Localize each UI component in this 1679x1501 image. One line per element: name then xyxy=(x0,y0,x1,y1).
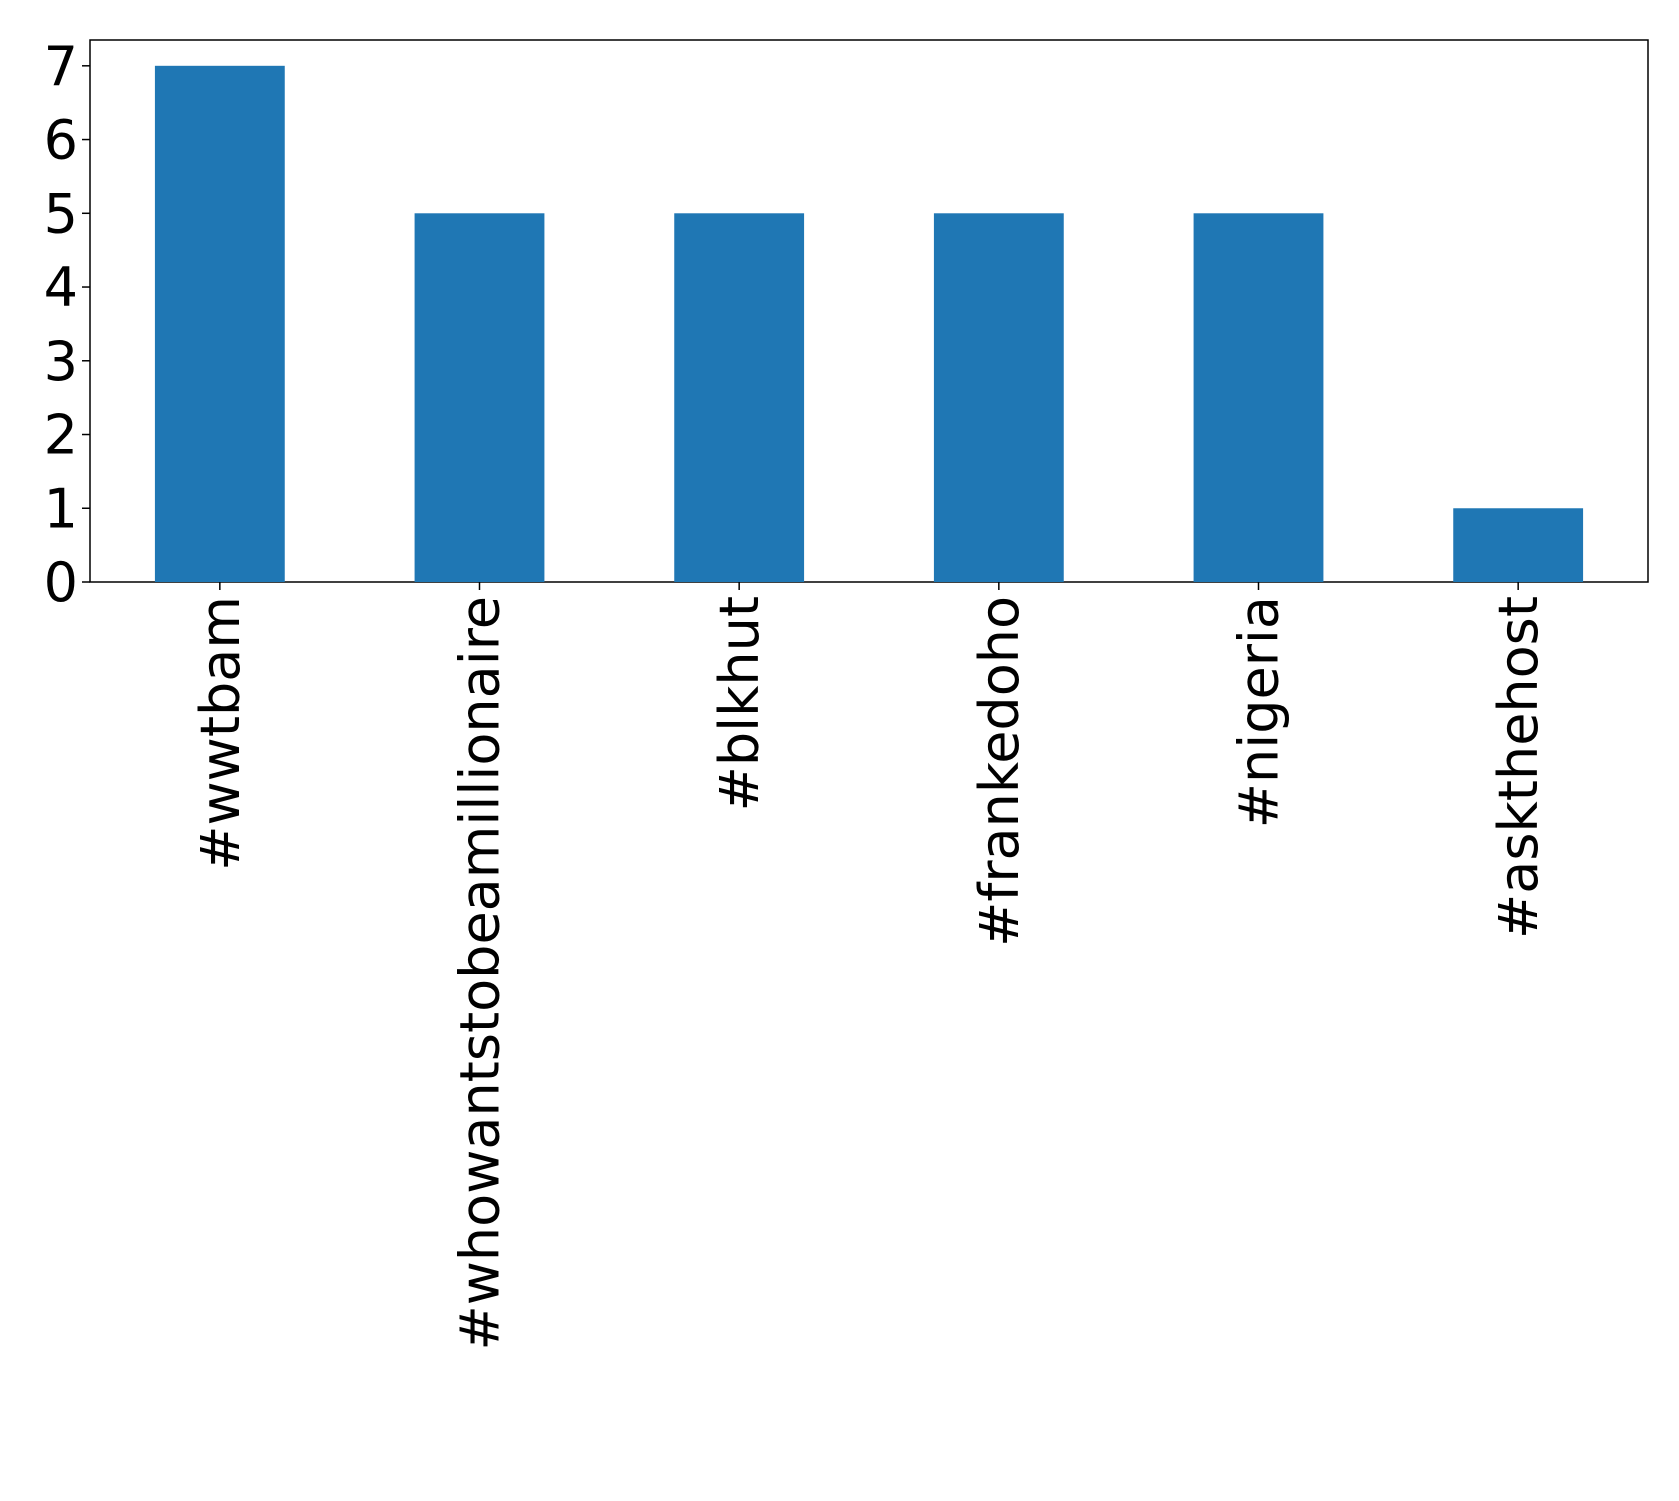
y-tick-label: 3 xyxy=(44,330,78,393)
bar xyxy=(154,65,285,583)
x-tick-label: #askthehost xyxy=(1487,596,1550,939)
y-tick-label: 7 xyxy=(44,35,78,98)
x-tick-label: #whowantstobeamillionaire xyxy=(449,596,512,1350)
y-tick-label: 0 xyxy=(44,551,78,614)
bar xyxy=(414,213,545,582)
y-tick-label: 6 xyxy=(44,109,78,172)
x-tick-label: #frankedoho xyxy=(968,596,1031,947)
y-tick-label: 1 xyxy=(44,477,78,540)
bar xyxy=(1193,213,1324,582)
y-tick-label: 2 xyxy=(44,404,78,467)
y-tick-label: 5 xyxy=(44,182,78,245)
plot-frame xyxy=(89,39,1649,583)
bar xyxy=(933,213,1064,582)
bar xyxy=(1453,508,1584,582)
x-tick-label: #nigeria xyxy=(1228,596,1291,828)
y-tick-label: 4 xyxy=(44,256,78,319)
x-tick-label: #blkhut xyxy=(708,596,771,811)
bar xyxy=(674,213,805,582)
x-tick-label: #wwtbam xyxy=(189,596,252,871)
